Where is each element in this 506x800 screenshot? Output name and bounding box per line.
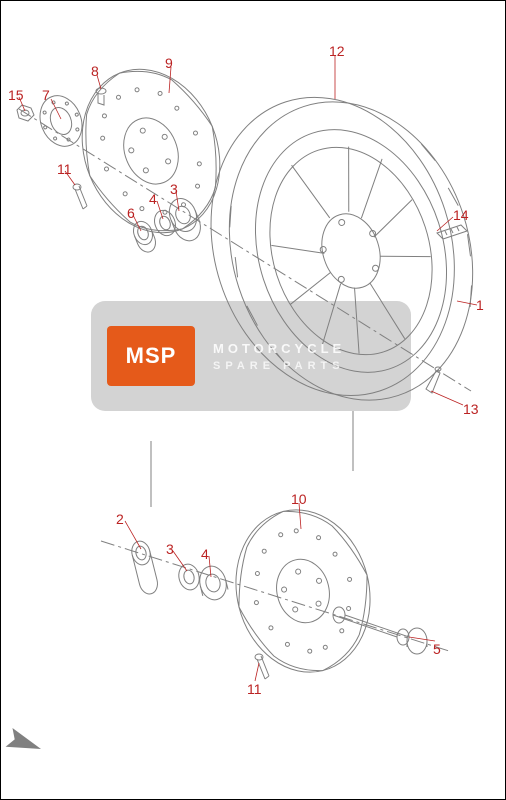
callout-14: 14 (453, 207, 469, 223)
diagram-frame: MSP MOTORCYCLE SPARE PARTS 1233445678910… (0, 0, 506, 800)
callout-3: 3 (170, 181, 178, 197)
callout-12: 12 (329, 43, 345, 59)
watermark-badge: MSP (107, 326, 195, 386)
callout-5: 5 (433, 641, 441, 657)
callout-13: 13 (463, 401, 479, 417)
callout-3: 3 (166, 541, 174, 557)
callout-1: 1 (476, 297, 484, 313)
callout-8: 8 (91, 63, 99, 79)
callout-6: 6 (127, 205, 135, 221)
callout-2: 2 (116, 511, 124, 527)
watermark-text: MOTORCYCLE SPARE PARTS (213, 341, 345, 372)
callout-10: 10 (291, 491, 307, 507)
callout-11: 11 (247, 681, 262, 697)
callout-7: 7 (42, 87, 50, 103)
watermark-line1: MOTORCYCLE (213, 341, 345, 356)
watermark-panel: MSP MOTORCYCLE SPARE PARTS (91, 301, 411, 411)
watermark-line2: SPARE PARTS (213, 360, 345, 372)
callout-9: 9 (165, 55, 173, 71)
callout-4: 4 (201, 546, 209, 562)
watermark-badge-text: MSP (126, 343, 177, 369)
callout-15: 15 (8, 87, 24, 103)
callout-4: 4 (149, 191, 157, 207)
callout-11: 11 (57, 161, 72, 177)
